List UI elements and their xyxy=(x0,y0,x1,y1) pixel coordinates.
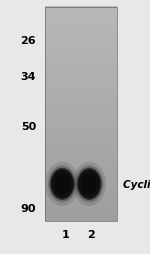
Ellipse shape xyxy=(78,170,100,199)
Ellipse shape xyxy=(72,162,106,206)
Text: Cyclin L1: Cyclin L1 xyxy=(123,179,150,189)
Ellipse shape xyxy=(54,174,70,194)
Text: 2: 2 xyxy=(87,229,95,239)
Ellipse shape xyxy=(48,166,76,202)
Text: 90: 90 xyxy=(21,203,36,213)
Ellipse shape xyxy=(51,170,74,199)
Text: 50: 50 xyxy=(21,122,36,132)
Bar xyxy=(45,8,117,221)
Text: 34: 34 xyxy=(21,71,36,81)
Text: 1: 1 xyxy=(61,229,69,239)
Text: 26: 26 xyxy=(20,36,36,46)
Ellipse shape xyxy=(75,166,103,202)
Ellipse shape xyxy=(45,162,79,206)
Ellipse shape xyxy=(77,168,102,200)
Ellipse shape xyxy=(81,174,97,194)
Ellipse shape xyxy=(50,168,75,200)
